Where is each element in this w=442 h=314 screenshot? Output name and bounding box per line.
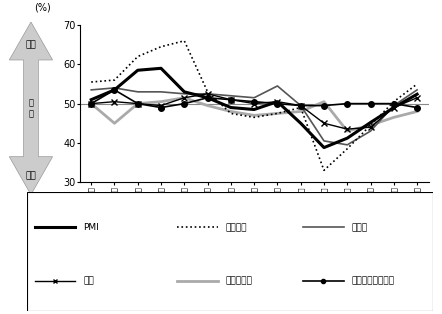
Text: (%): (%): [34, 3, 51, 13]
Text: サプライヤー納期: サプライヤー納期: [352, 277, 395, 285]
Text: 新規受注: 新規受注: [226, 223, 247, 232]
Text: 悪化: 悪化: [26, 171, 36, 180]
Text: 原材料在庫: 原材料在庫: [226, 277, 253, 285]
Text: 生産高: 生産高: [352, 223, 368, 232]
Text: PMI: PMI: [84, 223, 99, 232]
Text: 改善: 改善: [26, 40, 36, 49]
Text: 雇用: 雇用: [84, 277, 94, 285]
Text: 対
規: 対 規: [28, 99, 34, 118]
Polygon shape: [9, 22, 53, 195]
FancyBboxPatch shape: [27, 192, 433, 311]
